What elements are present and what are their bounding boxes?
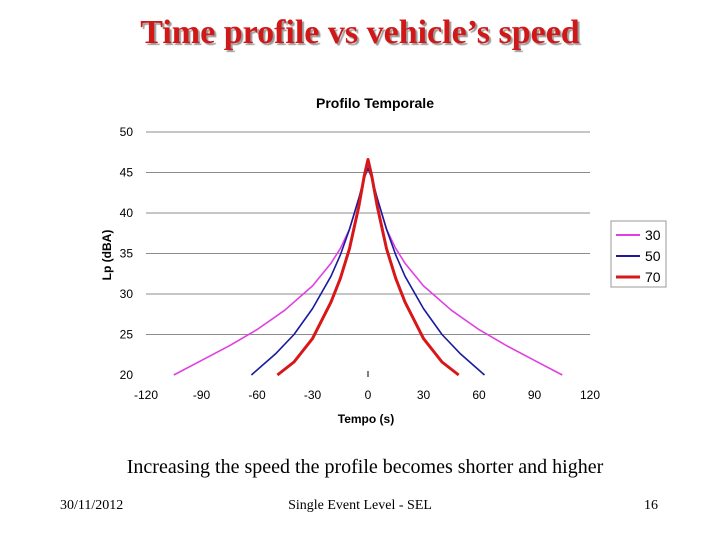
footer-date: 30/11/2012 (60, 498, 124, 513)
x-axis-label: Tempo (s) (338, 412, 394, 426)
x-axis-ticks: -120 -90 -60 -30 0 30 60 90 120 (134, 388, 600, 402)
x-tick-label: -90 (193, 388, 211, 402)
y-tick-label: 20 (120, 368, 134, 382)
slide-title: Time profile vs vehicle’s speed (140, 14, 580, 51)
y-tick-label: 40 (120, 206, 134, 220)
series-line-50 (250, 167, 486, 376)
x-tick-label: 30 (417, 388, 431, 402)
page-number: 16 (644, 498, 658, 513)
x-tick-label: -30 (304, 388, 322, 402)
x-tick-label: -120 (134, 388, 158, 402)
y-tick-label: 35 (120, 247, 134, 261)
y-tick-label: 30 (120, 287, 134, 301)
x-tick-label: 0 (365, 388, 372, 402)
y-axis-ticks: 20 25 30 35 40 45 50 (120, 125, 134, 382)
chart-legend: 30 50 70 (610, 220, 667, 288)
x-tick-label: 60 (472, 388, 486, 402)
x-tick-label: 90 (528, 388, 542, 402)
y-tick-label: 25 (120, 328, 134, 342)
chart-series (173, 158, 563, 377)
chart-title: Profilo Temporale (316, 95, 434, 111)
legend-label-50: 50 (645, 248, 661, 264)
x-tick-label: 120 (580, 388, 600, 402)
x-tick-label: -60 (248, 388, 266, 402)
slide-caption: Increasing the speed the profile becomes… (126, 456, 604, 478)
legend-label-30: 30 (645, 227, 661, 243)
y-axis-label: Lp (dBA) (100, 230, 114, 281)
series-line-70 (276, 158, 460, 377)
legend-label-70: 70 (645, 269, 661, 285)
chart-grid (146, 131, 590, 335)
y-tick-label: 45 (120, 166, 134, 180)
footer-title: Single Event Level - SEL (288, 498, 432, 513)
y-tick-label: 50 (120, 125, 134, 139)
series-line-30 (173, 166, 563, 376)
